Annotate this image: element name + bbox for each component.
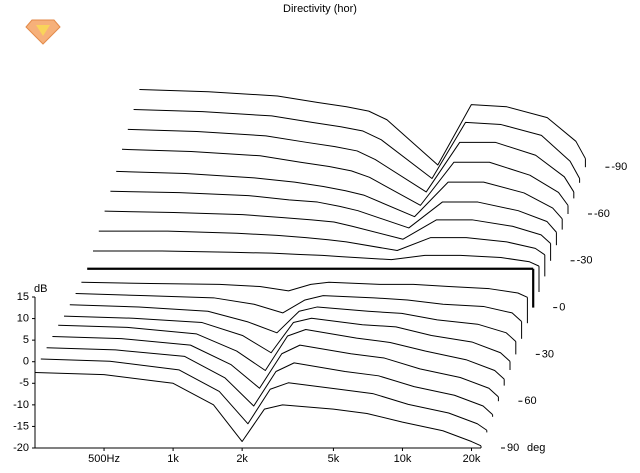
response-curve <box>75 293 522 322</box>
z-tick-label: -30 <box>577 255 593 267</box>
response-curve <box>104 210 551 244</box>
curves <box>34 89 586 448</box>
response-curve <box>52 335 499 398</box>
response-curve <box>133 108 581 179</box>
chart-title: Directivity (hor) <box>283 3 357 15</box>
response-curve <box>110 190 557 233</box>
x-tick-label: 500Hz <box>88 453 120 465</box>
response-curve <box>46 347 493 416</box>
x-tick-label: 10k <box>394 453 412 465</box>
x-tick-label: 1k <box>167 453 179 465</box>
z-axis-label: deg <box>527 442 545 454</box>
y-axis-label: dB <box>34 283 47 295</box>
axes: 15 10 5 0 -5 -10 -15 -20 500Hz 1k 2k 5k 10k 20k -90 -60… <box>13 161 627 465</box>
y-tick-label: -15 <box>13 420 29 432</box>
response-curve <box>116 170 563 220</box>
response-curve <box>69 304 517 342</box>
x-tick-label: 2k <box>236 453 248 465</box>
y-tick-label: -5 <box>19 377 29 389</box>
response-curve <box>81 281 528 298</box>
curve-mask <box>35 372 481 448</box>
logo <box>25 19 61 45</box>
response-curve <box>98 230 546 256</box>
z-tick-label: 30 <box>542 348 554 360</box>
x-tick-label: 5k <box>328 453 340 465</box>
response-curve <box>139 89 586 166</box>
response-curve <box>93 250 540 267</box>
response-curve <box>63 315 511 362</box>
z-tick-label: 0 <box>559 302 565 314</box>
z-tick-label: 60 <box>524 395 536 407</box>
response-curve <box>127 128 575 193</box>
x-tick-label: 20k <box>463 453 481 465</box>
response-curve <box>121 148 569 206</box>
y-tick-label: 0 <box>23 356 29 368</box>
response-curve <box>58 324 505 380</box>
y-tick-label: 10 <box>17 312 29 324</box>
y-tick-label: -10 <box>13 399 29 411</box>
z-tick-label: -90 <box>611 161 627 173</box>
z-tick-label: -60 <box>594 208 610 220</box>
response-curve <box>34 372 482 447</box>
y-tick-label: 5 <box>23 334 29 346</box>
response-curve <box>40 358 488 431</box>
z-tick-label: 90 <box>507 442 519 454</box>
y-tick-label: -20 <box>13 442 29 454</box>
y-tick-label: 15 <box>17 291 29 303</box>
